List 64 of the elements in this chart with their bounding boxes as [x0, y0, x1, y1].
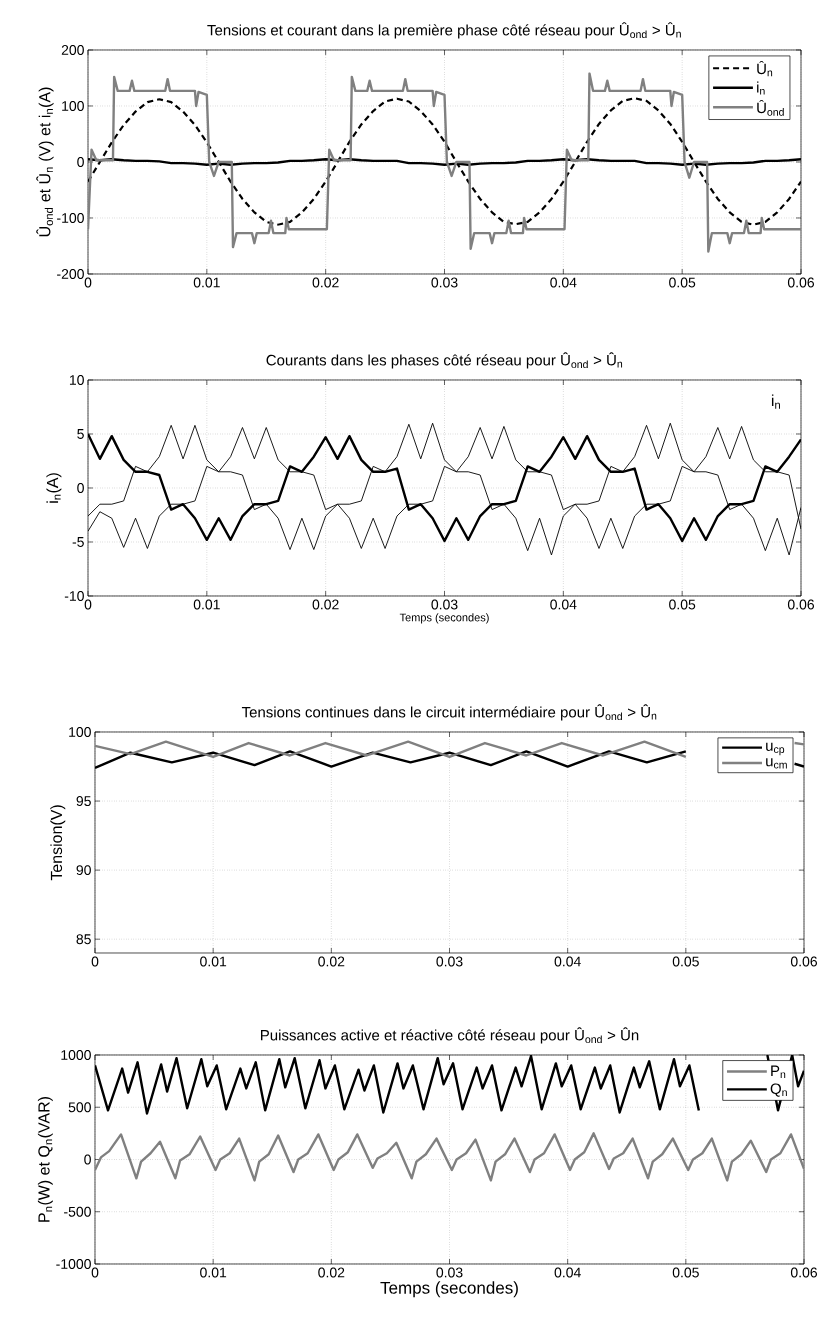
y-tick-label: 100	[69, 727, 91, 737]
x-tick-label: 0.04	[550, 277, 577, 288]
y-axis-title: Û$_{ond}$ et Û$_{n}$ (V) et i$_{n}$(A)	[36, 87, 54, 237]
x-tick-label: 0.03	[436, 956, 463, 967]
y-tick-label: 5	[77, 429, 84, 439]
x-tick-label: 0.02	[312, 599, 339, 610]
x-tick-label: 0.06	[787, 599, 815, 610]
y-tick-label: -5	[72, 537, 84, 547]
legend-label: u$_{cm}$	[766, 758, 787, 769]
x-axis-title: Temps (secondes)	[399, 613, 489, 624]
y-tick-label: 100	[62, 101, 84, 111]
chart-title: Tensions et courant dans la première phase côté réseau pour Û$_{ond}$ > Û$_{n}$	[207, 22, 681, 39]
x-tick-label: 0.03	[431, 599, 458, 610]
legend-label: P$_{n}$	[771, 1065, 786, 1079]
x-tick-label: 0.06	[790, 956, 818, 967]
legend-label: Û$_{n}$	[757, 60, 773, 77]
y-tick-label: -100	[57, 213, 84, 223]
x-tick-label: 0.06	[787, 277, 815, 288]
x-tick-label: 0.01	[200, 956, 227, 967]
legend-label: i$_{n}$	[757, 81, 765, 95]
x-tick-label: 0.04	[554, 956, 581, 967]
chart-title: Tensions continues dans le circuit intermédiaire pour Û$_{ond}$ > Û$_{n}$	[241, 704, 657, 721]
annotation: i$_{n}$	[771, 394, 780, 409]
y-tick-label: -10	[64, 591, 84, 601]
legend-label: u$_{cp}$	[766, 742, 785, 756]
x-tick-label: 0.02	[318, 956, 345, 967]
y-axis-title: P$_{n}$(W) et Q$_{n}$(VAR)	[37, 1097, 53, 1222]
x-axis-title: Temps (secondes)	[380, 1281, 518, 1298]
x-tick-label: 0.03	[436, 1267, 463, 1278]
y-tick-label: 95	[76, 796, 91, 807]
y-tick-label: -200	[57, 269, 84, 279]
legend-label: Û$_{ond}$	[757, 99, 784, 116]
y-tick-label: 500	[68, 1102, 91, 1113]
x-tick-label: 0.05	[672, 1267, 699, 1278]
x-tick-label: 0.06	[790, 1267, 818, 1278]
y-axis-title: Tension(V)	[50, 805, 66, 881]
legend-label: Q$_{n}$	[770, 1083, 787, 1097]
y-tick-label: 0	[77, 157, 84, 167]
y-tick-label: 1000	[61, 1050, 91, 1060]
x-tick-label: 0.02	[318, 1267, 345, 1278]
x-tick-label: 0	[91, 956, 99, 967]
chart-title: Courants dans les phases côté réseau pour Û$_{ond}$ > Û$_{n}$	[266, 352, 623, 369]
y-tick-label: -500	[64, 1206, 91, 1217]
x-tick-label: 0.01	[200, 1267, 227, 1278]
x-tick-label: 0.05	[672, 956, 699, 967]
y-tick-label: 85	[76, 934, 91, 945]
y-tick-label: 10	[69, 375, 84, 385]
x-tick-label: 0.02	[312, 277, 339, 288]
x-tick-label: 0	[91, 1267, 99, 1278]
x-tick-label: 0.01	[193, 277, 220, 288]
y-axis-title: i$_{n}$(A)	[46, 473, 62, 503]
y-tick-label: 200	[61, 45, 84, 55]
x-tick-label: 0.01	[193, 599, 220, 610]
x-tick-label: 0.04	[554, 1267, 581, 1278]
x-tick-label: 0.03	[431, 277, 458, 288]
chart-title: Puissances active et réactive côté réseau pour Û$_{ond}$ > Ûn	[261, 1027, 639, 1044]
y-tick-label: 0	[84, 1154, 91, 1165]
x-tick-label: 0.05	[669, 599, 696, 610]
y-tick-label: 90	[76, 865, 91, 876]
x-tick-label: 0.05	[669, 277, 696, 288]
y-tick-label: -1000	[56, 1259, 91, 1269]
x-tick-label: 0.04	[550, 599, 577, 610]
y-tick-label: 0	[77, 483, 84, 493]
line-series	[95, 1132, 804, 1182]
